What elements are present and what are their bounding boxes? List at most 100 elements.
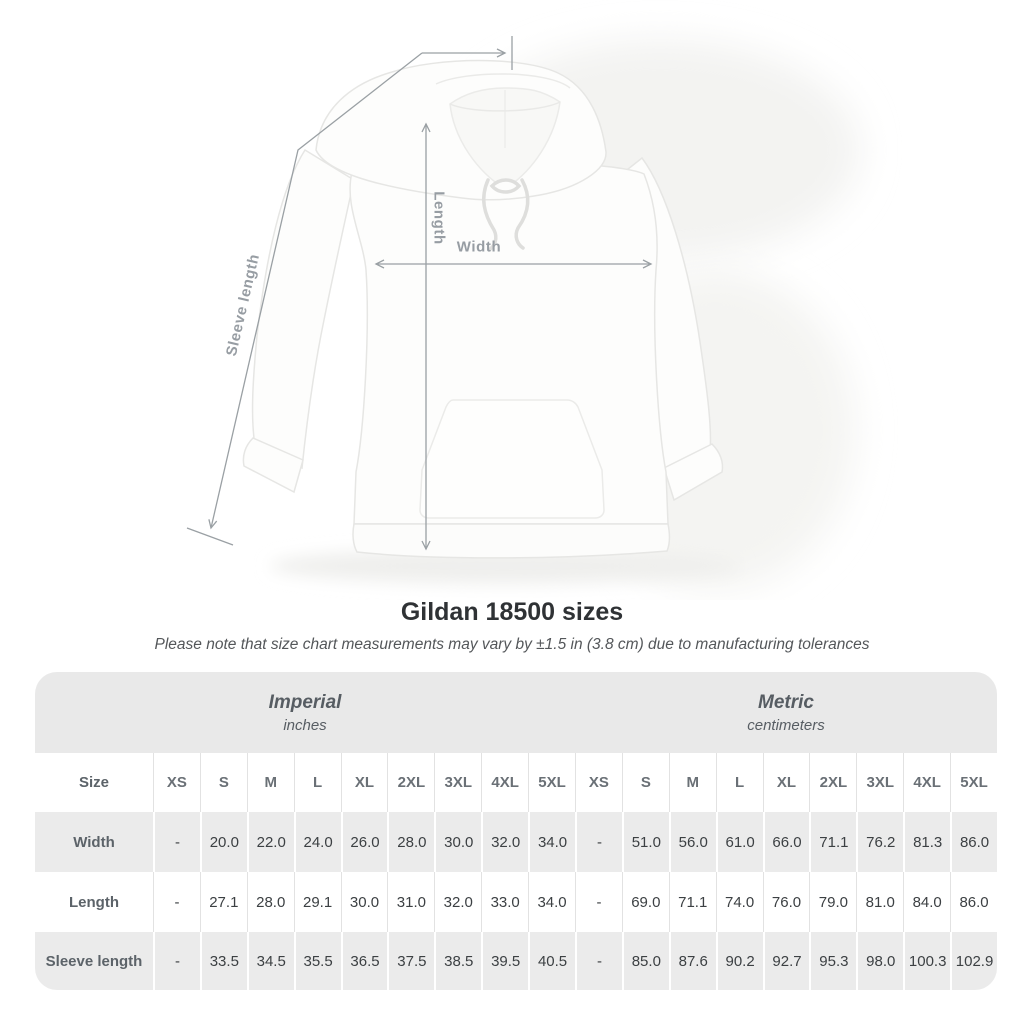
hem-band xyxy=(352,523,671,559)
table-cell: - xyxy=(575,812,622,872)
table-cell: 86.0 xyxy=(950,872,997,932)
left-sleeve xyxy=(251,148,355,470)
column-header: L xyxy=(293,753,341,812)
column-header: 2XL xyxy=(387,753,434,812)
table-cell: 36.5 xyxy=(340,932,388,990)
column-header: 5XL xyxy=(528,753,575,812)
table-cell: - xyxy=(575,932,622,990)
column-header: M xyxy=(246,753,294,812)
measurement-arrows xyxy=(186,36,653,551)
imperial-group-header: Imperial inches xyxy=(35,692,575,734)
page-title: Gildan 18500 sizes xyxy=(400,598,624,626)
drawstring-knot xyxy=(489,178,522,194)
table-cell: - xyxy=(153,872,200,932)
table-cell: 28.0 xyxy=(246,872,294,932)
row-label: Sleeve length xyxy=(45,952,143,970)
table-cell: 81.0 xyxy=(856,872,903,932)
table-cell: 22.0 xyxy=(246,812,294,872)
right-cuff xyxy=(663,443,724,502)
table-cell: 33.5 xyxy=(199,932,247,990)
table-cell: 100.3 xyxy=(903,932,950,990)
table-cell: 30.0 xyxy=(340,872,388,932)
kangaroo-pocket xyxy=(419,399,605,519)
table-cell: 24.0 xyxy=(293,812,341,872)
table-cell: 76.0 xyxy=(762,872,810,932)
size-table: Imperial inches Metric centimeters Size … xyxy=(35,672,997,990)
table-cell: 61.0 xyxy=(715,812,763,872)
hoodie-diagram: Sleeve length Length Width xyxy=(186,36,860,590)
table-cell: 37.5 xyxy=(387,932,434,990)
column-header: L xyxy=(715,753,763,812)
row-label: Length xyxy=(69,893,119,911)
table-cell: 69.0 xyxy=(621,872,669,932)
table-cell: 92.7 xyxy=(762,932,810,990)
sleeve-length-row: Sleeve length - 33.5 34.5 35.5 36.5 37.5… xyxy=(35,932,997,990)
table-cell: 32.0 xyxy=(434,872,481,932)
table-cell: 71.1 xyxy=(668,872,716,932)
tolerance-note: Please note that size chart measurements… xyxy=(154,636,870,653)
table-cell: 81.3 xyxy=(903,812,950,872)
column-header: S xyxy=(199,753,247,812)
table-cell: 34.0 xyxy=(528,812,575,872)
column-header: XS xyxy=(153,753,200,812)
table-cell: 71.1 xyxy=(809,812,856,872)
column-header: 3XL xyxy=(856,753,903,812)
table-cell: - xyxy=(153,812,200,872)
width-row: Width - 20.0 22.0 24.0 26.0 28.0 30.0 32… xyxy=(35,812,997,872)
metric-unit: centimeters xyxy=(747,716,825,734)
table-cell: 30.0 xyxy=(434,812,481,872)
table-cell: 34.5 xyxy=(246,932,294,990)
column-header: XL xyxy=(340,753,388,812)
row-label: Width xyxy=(73,833,115,851)
column-header: XS xyxy=(575,753,622,812)
table-cell: 35.5 xyxy=(293,932,341,990)
imperial-unit: inches xyxy=(283,716,327,734)
table-cell: 85.0 xyxy=(621,932,669,990)
column-header: M xyxy=(668,753,716,812)
length-label: Length xyxy=(430,191,448,245)
table-cell: - xyxy=(153,932,200,990)
table-cell: 79.0 xyxy=(809,872,856,932)
table-cell: 86.0 xyxy=(950,812,997,872)
table-cell: 26.0 xyxy=(340,812,388,872)
table-cell: 39.5 xyxy=(481,932,528,990)
table-cell: 28.0 xyxy=(387,812,434,872)
width-label: Width xyxy=(456,238,502,256)
table-cell: 95.3 xyxy=(809,932,856,990)
column-header: 2XL xyxy=(809,753,856,812)
cuff-tick xyxy=(186,527,234,546)
sleeve-length-arrow xyxy=(208,52,423,530)
left-cuff xyxy=(242,437,304,494)
table-cell: 33.0 xyxy=(481,872,528,932)
table-cell: 20.0 xyxy=(199,812,247,872)
table-cell: 31.0 xyxy=(387,872,434,932)
table-cell: 87.6 xyxy=(668,932,716,990)
collar-seam xyxy=(449,101,561,112)
table-cell: 34.0 xyxy=(528,872,575,932)
column-header: XL xyxy=(762,753,810,812)
table-cell: 90.2 xyxy=(715,932,763,990)
drawstring-right xyxy=(514,178,530,250)
table-cell: - xyxy=(575,872,622,932)
table-cell: 98.0 xyxy=(856,932,903,990)
table-cell: 29.1 xyxy=(293,872,341,932)
hood-fold-seam xyxy=(435,73,571,89)
table-cell: 27.1 xyxy=(199,872,247,932)
drawstring-left xyxy=(481,178,498,252)
table-cell: 66.0 xyxy=(762,812,810,872)
unit-header-band: Imperial inches Metric centimeters xyxy=(35,672,997,753)
table-cell: 74.0 xyxy=(715,872,763,932)
table-cell: 40.5 xyxy=(528,932,575,990)
table-cell: 102.9 xyxy=(950,932,997,990)
imperial-label: Imperial xyxy=(268,691,342,713)
size-header-row: Size XS S M L XL 2XL 3XL 4XL 5XL XS S M … xyxy=(35,753,997,812)
size-column-header: Size xyxy=(78,774,109,791)
table-cell: 32.0 xyxy=(481,812,528,872)
table-cell: 84.0 xyxy=(903,872,950,932)
table-cell: 56.0 xyxy=(668,812,716,872)
metric-label: Metric xyxy=(758,691,814,713)
column-header: S xyxy=(621,753,669,812)
hoodie-illustration xyxy=(186,36,860,590)
drawstrings xyxy=(481,178,530,252)
